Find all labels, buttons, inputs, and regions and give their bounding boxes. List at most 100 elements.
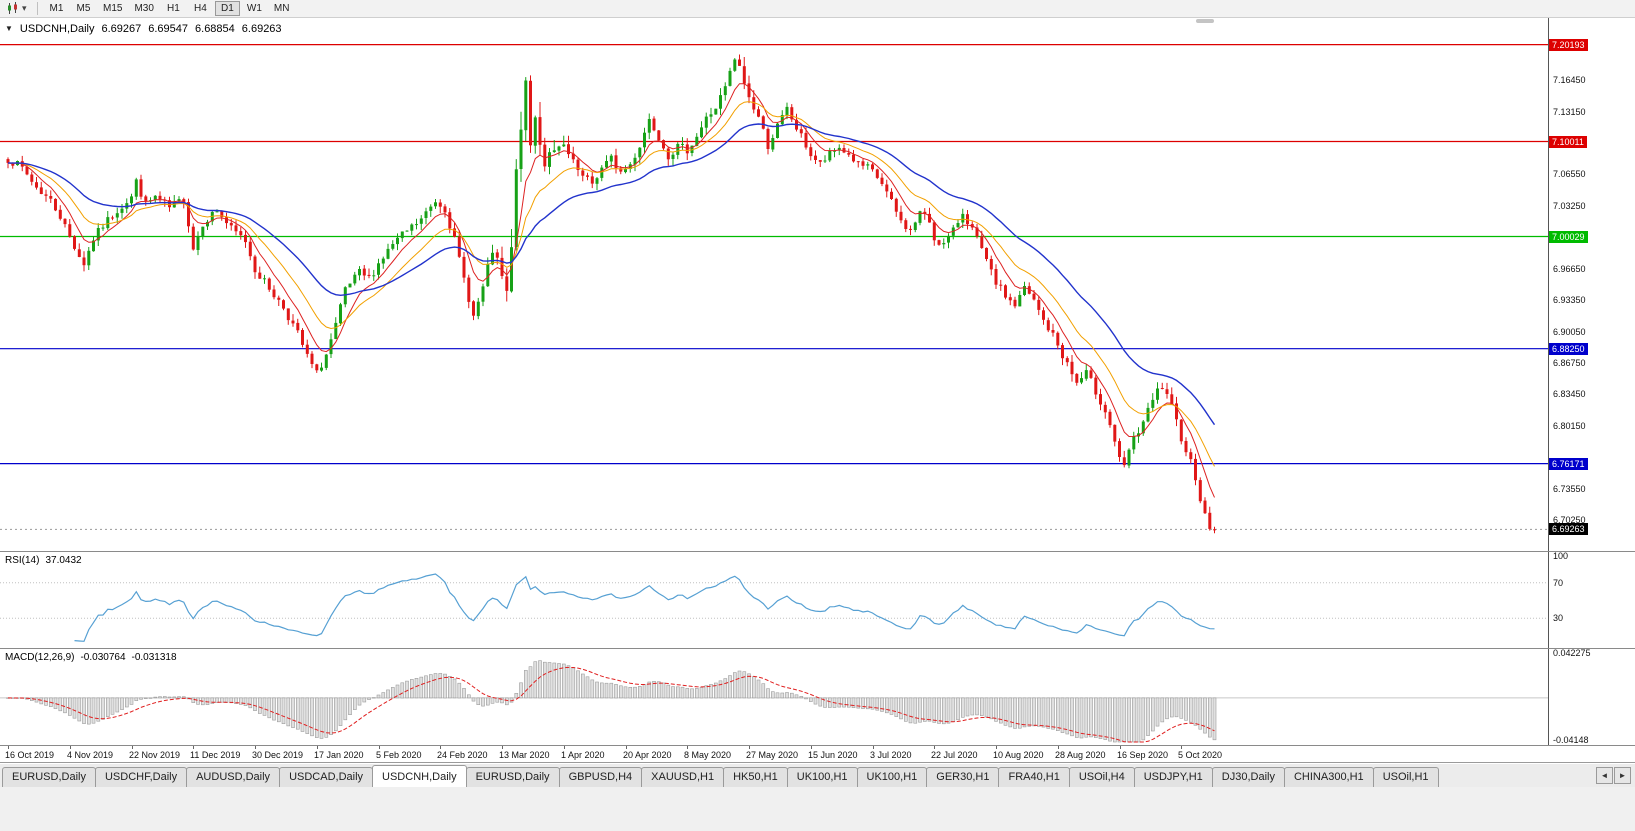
timeframe-button-m5[interactable]: M5 (71, 1, 96, 16)
rsi-tick-label: 100 (1553, 551, 1569, 561)
chevron-down-icon[interactable]: ▾ (22, 3, 27, 13)
timeframe-button-m1[interactable]: M1 (44, 1, 69, 16)
ohlc-high-value: 6.69547 (148, 23, 189, 35)
rsi-axis[interactable]: 100 70 30 (1548, 551, 1635, 648)
date-tick-mark (1120, 746, 1121, 749)
candlestick-chart-icon[interactable] (4, 1, 22, 16)
chart-tab-dj30-daily[interactable]: DJ30,Daily (1211, 767, 1285, 787)
price-level-label: 6.69263 (1549, 523, 1588, 535)
chart-tab-usoil-h1[interactable]: USOil,H1 (1372, 767, 1439, 787)
chart-tab-ger30-h1[interactable]: GER30,H1 (926, 767, 1000, 787)
chart-tab-hk50-h1[interactable]: HK50,H1 (723, 767, 788, 787)
chart-tab-usdchf-daily[interactable]: USDCHF,Daily (94, 767, 188, 787)
date-tick-mark (996, 746, 997, 749)
date-tick-label: 28 Aug 2020 (1055, 750, 1106, 760)
rsi-value-label: 37.0432 (45, 555, 82, 566)
chart-tab-usdcad-daily[interactable]: USDCAD,Daily (279, 767, 374, 787)
date-tick-label: 13 Mar 2020 (499, 750, 550, 760)
date-tick-mark (811, 746, 812, 749)
chart-tab-usoil-h4[interactable]: USOil,H4 (1068, 767, 1135, 787)
price-tick-label: 7.06550 (1553, 169, 1586, 179)
price-tick-label: 6.93350 (1553, 295, 1586, 305)
chart-header: ▼ USDCNH,Daily 6.69267 6.69547 6.68854 6… (5, 23, 282, 35)
toolbar-separator (37, 2, 38, 15)
timeframe-button-h1[interactable]: H1 (161, 1, 186, 16)
price-tick-label: 6.86750 (1553, 358, 1586, 368)
chart-tab-china300-h1[interactable]: CHINA300,H1 (1283, 767, 1374, 787)
price-level-label: 7.00029 (1549, 231, 1588, 243)
date-tick-label: 10 Aug 2020 (993, 750, 1044, 760)
time-axis[interactable]: 16 Oct 2019 4 Nov 2019 22 Nov 2019 11 Dec 2… (0, 746, 1635, 763)
timeframe-toolbar: ▾ M1 M5 M15 M30 H1 H4 D1 W1 MN (0, 0, 1635, 18)
tab-scroll-arrows: ◄ ► (1592, 767, 1635, 787)
ohlc-low-value: 6.68854 (195, 23, 235, 35)
timeframe-button-w1[interactable]: W1 (242, 1, 267, 16)
chart-tab-uk100-h1[interactable]: UK100,H1 (856, 767, 928, 787)
date-tick-label: 5 Oct 2020 (1178, 750, 1223, 760)
timeframe-button-mn[interactable]: MN (269, 1, 295, 16)
chart-tab-usdjpy-h1[interactable]: USDJPY,H1 (1133, 767, 1213, 787)
chart-tab-xauusd-h1[interactable]: XAUUSD,H1 (641, 767, 725, 787)
rsi-header: RSI(14) 37.0432 (5, 555, 82, 566)
date-tick-label: 4 Nov 2019 (67, 750, 114, 760)
chart-tab-audusd-daily[interactable]: AUDUSD,Daily (186, 767, 281, 787)
price-tick-label: 6.90050 (1553, 327, 1586, 337)
price-tick-label: 6.83450 (1553, 389, 1586, 399)
price-chart-canvas[interactable] (0, 18, 1548, 551)
chart-tab-uk100-h1[interactable]: UK100,H1 (786, 767, 858, 787)
chart-tab-eurusd-daily[interactable]: EURUSD,Daily (2, 767, 96, 787)
date-tick-label: 22 Nov 2019 (129, 750, 181, 760)
chart-tab-gbpusd-h4[interactable]: GBPUSD,H4 (558, 767, 643, 787)
price-level-label: 7.10011 (1549, 136, 1587, 148)
rsi-name-label: RSI(14) (5, 555, 40, 566)
macd-axis[interactable]: 0.042275 -0.04148 (1548, 648, 1635, 745)
macd-signal-value-label: -0.031318 (131, 652, 177, 663)
macd-name-label: MACD(12,26,9) (5, 652, 75, 663)
timeframe-button-d1[interactable]: D1 (214, 1, 240, 16)
timeframe-button-m15[interactable]: M15 (98, 1, 127, 16)
tab-scroll-left-button[interactable]: ◄ (1596, 767, 1613, 784)
date-tick-label: 3 Jul 2020 (870, 750, 912, 760)
date-tick-mark (193, 746, 194, 749)
date-tick-mark (132, 746, 133, 749)
date-tick-label: 16 Sep 2020 (1117, 750, 1169, 760)
date-tick-mark (1181, 746, 1182, 749)
timeframe-button-m30[interactable]: M30 (129, 1, 158, 16)
date-tick-mark (934, 746, 935, 749)
rsi-canvas[interactable] (0, 552, 1548, 648)
date-tick-mark (8, 746, 9, 749)
tab-scroll-right-button[interactable]: ► (1614, 767, 1631, 784)
macd-canvas[interactable] (0, 649, 1548, 745)
macd-main-value-label: -0.030764 (80, 652, 126, 663)
price-tick-label: 6.70250 (1553, 515, 1586, 525)
date-tick-label: 11 Dec 2019 (190, 750, 241, 760)
date-tick-label: 27 May 2020 (746, 750, 799, 760)
price-chart-panel: 7.16450 7.13150 7.06550 7.03250 6.96650 6.933… (0, 18, 1635, 552)
chart-scrollbar-thumb[interactable] (1196, 19, 1214, 23)
symbol-menu-button[interactable]: ▼ (5, 24, 13, 33)
date-tick-mark (255, 746, 256, 749)
price-tick-label: 6.96650 (1553, 264, 1586, 274)
date-tick-label: 1 Apr 2020 (561, 750, 605, 760)
price-axis[interactable]: 7.16450 7.13150 7.06550 7.03250 6.96650 6.933… (1548, 18, 1635, 551)
price-level-label: 6.76171 (1549, 458, 1588, 470)
timeframe-button-h4[interactable]: H4 (188, 1, 213, 16)
date-tick-label: 8 May 2020 (684, 750, 732, 760)
ohlc-close-value: 6.69263 (241, 23, 282, 35)
macd-max-label: 0.042275 (1553, 648, 1591, 658)
chart-tab-fra40-h1[interactable]: FRA40,H1 (998, 767, 1070, 787)
date-tick-label: 24 Feb 2020 (437, 750, 488, 760)
window-bottom (0, 787, 1635, 831)
date-tick-label: 17 Jan 2020 (314, 750, 364, 760)
date-tick-mark (317, 746, 318, 749)
chart-tabbar: EURUSD,Daily USDCHF,Daily AUDUSD,Daily USDC… (0, 763, 1635, 787)
chart-tab-usdcnh-daily[interactable]: USDCNH,Daily (372, 765, 467, 787)
date-tick-label: 5 Feb 2020 (376, 750, 422, 760)
date-tick-mark (1058, 746, 1059, 749)
macd-min-label: -0.04148 (1553, 735, 1589, 745)
ohlc-open-value: 6.69267 (101, 23, 142, 35)
date-tick-mark (687, 746, 688, 749)
chart-tab-eurusd-daily[interactable]: EURUSD,Daily (465, 767, 560, 787)
date-tick-mark (502, 746, 503, 749)
